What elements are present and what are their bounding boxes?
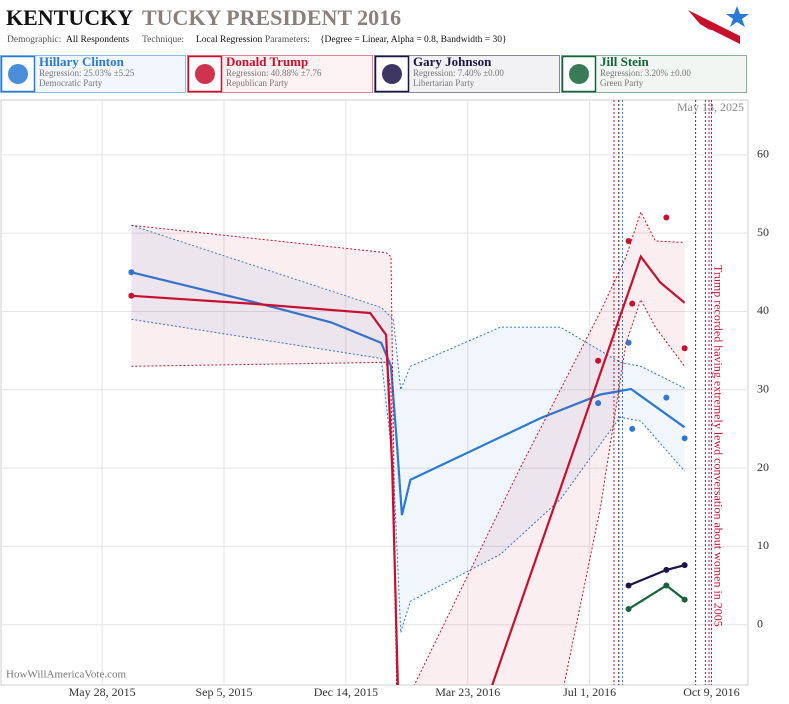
poll-dot <box>663 214 670 221</box>
x-tick-label: Sep 5, 2015 <box>196 685 253 699</box>
legend-regression: Regression: 25.03% ±5.25 <box>39 68 135 78</box>
technique: Local Regression <box>196 35 262 45</box>
legend-regression: Regression: 3.20% ±0.00 <box>600 68 691 78</box>
confidence-band <box>131 211 685 685</box>
date-stamp: May 13, 2025 <box>677 100 744 114</box>
x-tick-label: Jul 1, 2016 <box>563 685 616 699</box>
x-tick-label: May 28, 2015 <box>69 685 136 699</box>
legend-party: Democratic Party <box>39 78 103 88</box>
demographic-label: Demographic: <box>7 35 61 45</box>
poll-dot <box>595 400 602 407</box>
y-tick-label: 50 <box>757 225 769 239</box>
poll-dot <box>625 237 632 244</box>
regression-line <box>131 254 686 685</box>
poll-dot <box>625 582 632 589</box>
y-tick-label: 0 <box>757 616 763 630</box>
title-rest: TUCKY PRESIDENT 2016 <box>142 5 401 30</box>
poll-dot <box>625 339 632 346</box>
poll-dot <box>681 596 688 603</box>
poll-dot <box>629 300 636 307</box>
legend-name: Jill Stein <box>600 54 650 69</box>
source: HowWillAmericaVote.com <box>6 669 126 681</box>
legend-name: Gary Johnson <box>413 54 492 69</box>
legend-regression: Regression: 40.88% ±7.76 <box>226 68 322 78</box>
poll-dot <box>128 292 135 299</box>
legend-regression: Regression: 7.40% ±0.00 <box>413 68 504 78</box>
title-bold: KENTUCKY <box>6 5 133 30</box>
legend-name: Donald Trump <box>226 54 308 69</box>
poll-dot <box>629 425 636 432</box>
regression-line <box>628 584 686 610</box>
legend-icon-glyph <box>8 64 28 84</box>
legend-icon-glyph <box>569 64 589 84</box>
y-tick-label: 20 <box>757 460 769 474</box>
y-tick-label: 40 <box>757 303 769 317</box>
annotation: Trump recorded having extremely lewd con… <box>711 265 725 627</box>
legend-party: Republican Party <box>226 78 289 88</box>
y-tick-label: 30 <box>757 382 769 396</box>
band-lower <box>131 318 685 633</box>
demographic: All Respondents <box>66 35 129 45</box>
x-tick-label: Mar 23, 2016 <box>435 685 500 699</box>
parameters-label: Parameters: <box>265 35 310 45</box>
poll-dot <box>625 606 632 613</box>
poll-dot <box>663 394 670 401</box>
legend-party: Libertarian Party <box>413 78 475 88</box>
poll-dot <box>595 357 602 364</box>
y-tick-label: 60 <box>757 147 769 161</box>
legend-icon-glyph <box>382 64 402 84</box>
poll-dot <box>128 269 135 276</box>
regression-line <box>131 271 686 516</box>
legend-icon-glyph <box>195 64 215 84</box>
poll-dot <box>663 566 670 573</box>
poll-dot <box>681 562 688 569</box>
technique-label: Technique: <box>142 35 184 45</box>
poll-dot <box>663 582 670 589</box>
band-upper <box>131 224 685 390</box>
logo <box>688 6 749 50</box>
x-tick-label: Oct 9, 2016 <box>683 685 739 699</box>
parameters: {Degree = Linear, Alpha = 0.8, Bandwidth… <box>320 35 507 45</box>
x-tick-label: Dec 14, 2015 <box>314 685 378 699</box>
y-tick-label: 10 <box>757 538 769 552</box>
plot-area <box>1 100 748 685</box>
legend-name: Hillary Clinton <box>39 54 125 69</box>
poll-dot <box>681 435 688 442</box>
band-lower <box>131 298 686 685</box>
plot-frame <box>0 99 749 686</box>
legend-party: Green Party <box>600 78 644 88</box>
band-upper <box>131 210 685 685</box>
regression-line <box>628 564 685 587</box>
poll-dot <box>681 345 688 352</box>
